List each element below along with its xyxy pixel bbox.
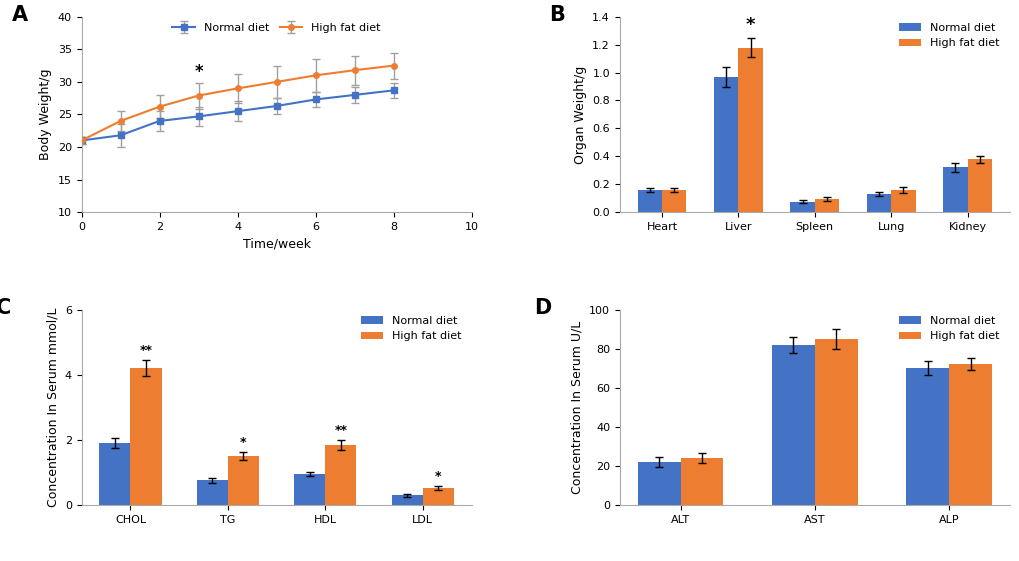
Bar — [771, 345, 814, 505]
Bar — [661, 190, 686, 212]
Bar — [99, 443, 130, 505]
Bar — [422, 488, 453, 505]
Bar — [197, 480, 227, 505]
Y-axis label: Concentration In Serum mmol/L: Concentration In Serum mmol/L — [46, 307, 59, 507]
Bar — [713, 77, 738, 212]
Y-axis label: Body Weight/g: Body Weight/g — [39, 68, 52, 160]
Text: D: D — [534, 298, 550, 318]
Y-axis label: Organ Weight/g: Organ Weight/g — [574, 65, 586, 164]
Bar — [891, 190, 915, 212]
Bar — [738, 48, 762, 212]
Bar — [943, 167, 967, 212]
Bar — [637, 462, 680, 505]
Text: C: C — [0, 298, 11, 318]
Legend: Normal diet, High fat diet: Normal diet, High fat diet — [357, 311, 466, 346]
Bar — [227, 456, 259, 505]
Text: B: B — [549, 5, 565, 25]
Text: *: * — [240, 436, 247, 449]
Legend: Normal diet, High fat diet: Normal diet, High fat diet — [894, 19, 1004, 53]
Text: A: A — [11, 5, 28, 25]
Text: **: ** — [334, 424, 347, 436]
Bar — [948, 364, 991, 505]
Text: *: * — [435, 470, 441, 483]
Bar — [293, 474, 325, 505]
Bar — [905, 368, 948, 505]
Bar — [325, 445, 356, 505]
Text: *: * — [194, 63, 203, 81]
Bar — [391, 495, 422, 505]
Text: *: * — [745, 16, 755, 34]
Legend: Normal diet, High fat diet: Normal diet, High fat diet — [168, 19, 385, 38]
Bar — [680, 458, 722, 505]
Bar — [814, 339, 857, 505]
X-axis label: Time/week: Time/week — [243, 237, 311, 250]
Y-axis label: Concentration In Serum U/L: Concentration In Serum U/L — [570, 321, 583, 494]
Legend: Normal diet, High fat diet: Normal diet, High fat diet — [894, 311, 1004, 346]
Bar — [790, 201, 814, 212]
Bar — [130, 368, 161, 505]
Bar — [866, 194, 891, 212]
Bar — [814, 199, 839, 212]
Text: **: ** — [140, 344, 153, 357]
Bar — [967, 159, 991, 212]
Bar — [637, 190, 661, 212]
